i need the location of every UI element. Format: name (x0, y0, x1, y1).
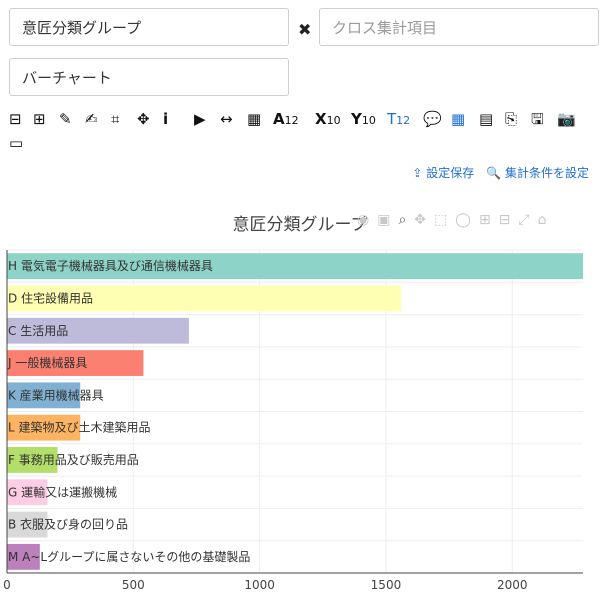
bar-label: H 電気電子機械器具及び通信機械器具 (8, 258, 213, 273)
chart-modebar: ◉ ▣ ⌕ ✥ ⬚ ◯ ⊞ ⊟ ⤢ ⌂ (357, 212, 547, 228)
x-label-size-icon[interactable]: X10 (315, 108, 341, 132)
bar-label: G 運輸又は運搬機械 (8, 484, 117, 499)
save-settings-label: 設定保存 (426, 166, 474, 180)
set-conditions-link[interactable]: 🔍 集計条件を設定 (486, 164, 589, 181)
save-settings-link[interactable]: ⇪ 設定保存 (412, 164, 474, 181)
group-select-value: 意匠分類グループ (22, 17, 141, 38)
group-select[interactable]: 意匠分類グループ (9, 8, 289, 46)
x-tick-label: 1500 (371, 578, 402, 592)
chart-type-value: バーチャート (22, 67, 112, 88)
collapse-icon[interactable]: ⊟ (9, 108, 22, 130)
cross-tab-placeholder: クロス集計項目 (332, 17, 437, 38)
clear-icon[interactable]: ✖ (298, 20, 311, 39)
bar-chart: 意匠分類グループ H 電気電子機械器具及び通信機械器具 D 住宅設備用品 C 生活用品… (0, 200, 607, 593)
bar-label: M A~Lグループに属さないその他の基礎製品 (8, 550, 250, 564)
excel-icon[interactable]: ⎘ (505, 108, 517, 130)
camera-icon[interactable]: 📷 (557, 108, 576, 130)
chart-type-select[interactable]: バーチャート (9, 58, 289, 96)
bar-label: J 一般機械器具 (7, 355, 87, 370)
chart-title: 意匠分類グループ (233, 215, 368, 235)
toolbar: ⊟ ⊞ ✎ ✍ ⌗ ✥ i ▶ ↔ ▦ A12 X10 Y10 T12 💬 ▦ … (9, 108, 599, 154)
bar-label: D 住宅設備用品 (8, 290, 93, 305)
zoom-out-icon[interactable]: ⊟ (499, 212, 511, 228)
window-icon[interactable]: ▭ (9, 132, 23, 154)
info-icon[interactable]: i (163, 108, 168, 130)
y-label-size-icon[interactable]: Y10 (351, 108, 376, 132)
zoom-in-icon[interactable]: ⊞ (479, 212, 491, 228)
move-icon[interactable]: ✥ (137, 108, 150, 130)
x-tick-label: 2000 (497, 578, 528, 592)
autoscale-icon[interactable]: ⤢ (518, 212, 529, 228)
edit-icon[interactable]: ✍ (85, 108, 98, 130)
y-size-label: 10 (362, 110, 376, 132)
title-size-label: 12 (396, 110, 410, 132)
expand-icon[interactable]: ⊞ (33, 108, 46, 130)
comment-icon[interactable]: 💬 (423, 108, 442, 130)
zoom-icon[interactable]: ⌕ (398, 212, 406, 228)
crop-icon[interactable]: ⌗ (111, 108, 119, 130)
pencil-icon[interactable]: ✎ (59, 108, 72, 130)
font-size-icon[interactable]: A12 (273, 108, 299, 132)
lasso-icon[interactable]: ◯ (455, 212, 471, 228)
x-size-label: 10 (327, 110, 341, 132)
pan-icon[interactable]: ✥ (414, 212, 426, 228)
action-links: ⇪ 設定保存 🔍 集計条件を設定 (412, 164, 589, 181)
save-icon[interactable]: ▣ (377, 212, 390, 228)
x-tick-label: 0 (3, 578, 11, 592)
cross-tab-select[interactable]: クロス集計項目 (319, 8, 599, 46)
bar-label: L 建築物及び土木建築用品 (8, 420, 151, 435)
home-icon[interactable]: ⌂ (538, 212, 547, 228)
bar-label: C 生活用品 (8, 324, 68, 338)
bar-label: K 産業用機械器具 (8, 387, 104, 402)
play-icon[interactable]: ▶ (194, 108, 206, 130)
calculator-icon[interactable]: ▤ (479, 108, 493, 130)
font-size-label: 12 (285, 110, 299, 132)
bar-label: B 衣服及び身の回り品 (8, 517, 128, 532)
table-icon[interactable]: ▦ (247, 108, 261, 130)
grid-icon[interactable]: ▦ (451, 108, 465, 130)
bar-label: F 事務用品及び販売用品 (8, 452, 139, 467)
save-icon[interactable]: 🖫 (531, 108, 544, 130)
box-select-icon[interactable]: ⬚ (434, 212, 447, 228)
x-tick-label: 500 (122, 578, 145, 592)
width-icon[interactable]: ↔ (220, 108, 233, 130)
x-tick-label: 1000 (244, 578, 275, 592)
camera-icon[interactable]: ◉ (357, 212, 369, 228)
set-conditions-label: 集計条件を設定 (505, 166, 589, 180)
title-size-icon[interactable]: T12 (387, 108, 410, 132)
